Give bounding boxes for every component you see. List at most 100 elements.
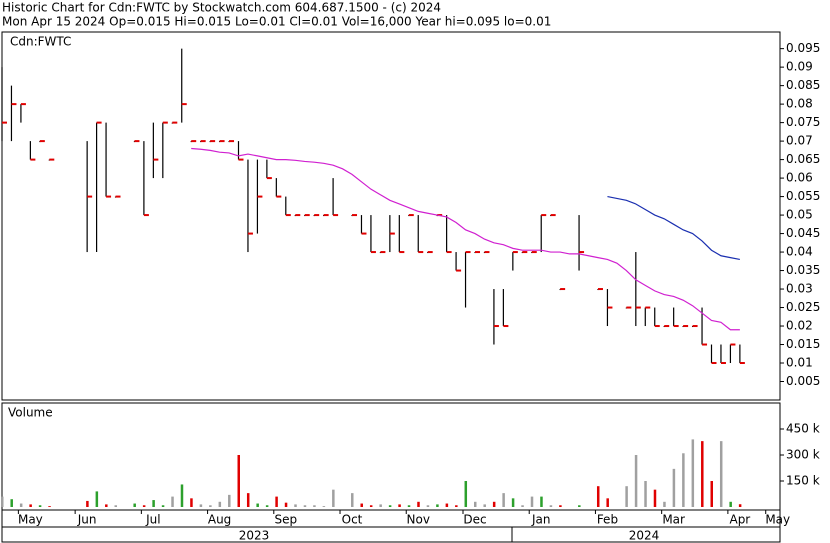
volume-bar — [710, 481, 713, 507]
y-tick-label: 0.065 — [786, 152, 820, 166]
volume-bar — [48, 506, 51, 507]
x-tick-label: Sep — [274, 513, 297, 527]
volume-bar — [388, 505, 392, 507]
volume-bar — [275, 496, 278, 507]
volume-bar — [426, 505, 430, 507]
x-tick-label: Jun — [77, 513, 97, 527]
volume-bar — [237, 455, 240, 507]
x-tick-label: May — [765, 513, 790, 527]
volume-bar — [351, 493, 354, 507]
y-tick-label: 0.04 — [786, 245, 813, 259]
volume-bar — [199, 504, 203, 507]
volume-bar — [436, 504, 439, 507]
volume-bar — [483, 504, 486, 507]
volume-bar — [171, 496, 174, 507]
volume-bar — [95, 491, 99, 507]
volume-bar — [407, 505, 411, 507]
volume-bar — [190, 498, 193, 507]
volume-bar — [218, 501, 222, 507]
y-tick-label: 300 k — [786, 448, 820, 462]
volume-bar — [209, 505, 212, 507]
price-panel-label: Cdn:FWTC — [10, 35, 71, 49]
volume-bar — [578, 505, 581, 507]
y-tick-label: 0.06 — [786, 171, 813, 185]
y-tick-label: 0.025 — [786, 300, 820, 314]
y-tick-label: 150 k — [786, 474, 820, 488]
volume-bar — [38, 505, 42, 507]
y-tick-label: 450 k — [786, 422, 820, 436]
volume-bar — [682, 453, 685, 507]
y-tick-label: 0.035 — [786, 263, 820, 277]
volume-panel-label: Volume — [8, 406, 53, 420]
volume-bar — [294, 504, 297, 507]
x-tick-label: Oct — [342, 513, 363, 527]
y-tick-label: 0.085 — [786, 78, 820, 92]
volume-bar — [228, 494, 231, 507]
x-tick-label: Feb — [597, 513, 618, 527]
volume-bar — [559, 505, 562, 507]
volume-bar — [644, 481, 647, 507]
volume-bar — [379, 504, 382, 507]
volume-bar — [672, 468, 676, 507]
y-tick-label: 0.01 — [786, 356, 813, 370]
x-tick-label: Mar — [662, 513, 685, 527]
header-line: Historic Chart for Cdn:FWTC by Stockwatc… — [2, 1, 441, 15]
volume-bar — [29, 504, 32, 507]
volume-bar — [474, 501, 477, 507]
x-tick-label: Dec — [463, 513, 486, 527]
volume-bar — [464, 481, 468, 507]
y-tick-label: 0.045 — [786, 226, 820, 240]
x-tick-label: Apr — [729, 513, 750, 527]
volume-bar — [549, 505, 553, 507]
header-line: Mon Apr 15 2024 Op=0.015 Hi=0.015 Lo=0.0… — [2, 15, 551, 29]
volume-bar — [596, 486, 600, 507]
volume-bar — [634, 455, 638, 507]
volume-bar — [540, 496, 543, 507]
volume-bar — [521, 505, 524, 507]
volume-bar — [246, 493, 250, 507]
y-tick-label: 0.095 — [786, 41, 820, 55]
y-tick-label: 0.005 — [786, 374, 820, 388]
volume-bar — [303, 505, 307, 507]
date-axis — [1, 509, 781, 543]
volume-bar — [691, 439, 695, 507]
volume-bar — [369, 505, 373, 507]
x-tick-label: May — [18, 513, 43, 527]
volume-bar — [530, 496, 534, 507]
volume-bar — [19, 503, 23, 507]
volume-bar — [701, 441, 704, 507]
volume-bar — [133, 503, 136, 507]
volume-bar — [152, 500, 155, 507]
volume-bar — [332, 489, 335, 507]
year-label: 2023 — [239, 529, 270, 543]
y-tick-label: 0.02 — [786, 319, 813, 333]
y-tick-label: 0.07 — [786, 134, 813, 148]
volume-bar — [625, 486, 628, 507]
volume-bar — [10, 499, 13, 507]
x-tick-label: Nov — [407, 513, 430, 527]
volume-bar — [738, 504, 742, 507]
x-tick-label: Jan — [531, 513, 551, 527]
volume-bar — [161, 505, 165, 507]
volume-bar — [322, 506, 326, 507]
volume-bar — [105, 504, 108, 507]
volume-bar — [653, 489, 657, 507]
volume-bar — [417, 501, 420, 507]
volume-bar — [180, 484, 184, 507]
volume-bar — [256, 503, 259, 507]
volume-bar — [663, 501, 666, 507]
x-tick-label: Aug — [208, 513, 231, 527]
volume-bar — [492, 501, 496, 507]
y-tick-label: 0.015 — [786, 337, 820, 351]
volume-bar — [114, 505, 118, 507]
volume-bar — [719, 441, 723, 507]
volume-bar — [142, 505, 146, 507]
volume-bar — [313, 505, 316, 507]
y-tick-label: 0.055 — [786, 189, 820, 203]
volume-bar — [265, 505, 269, 507]
volume-bar — [284, 502, 288, 507]
volume-bar — [511, 498, 515, 507]
moving-average — [191, 147, 740, 331]
